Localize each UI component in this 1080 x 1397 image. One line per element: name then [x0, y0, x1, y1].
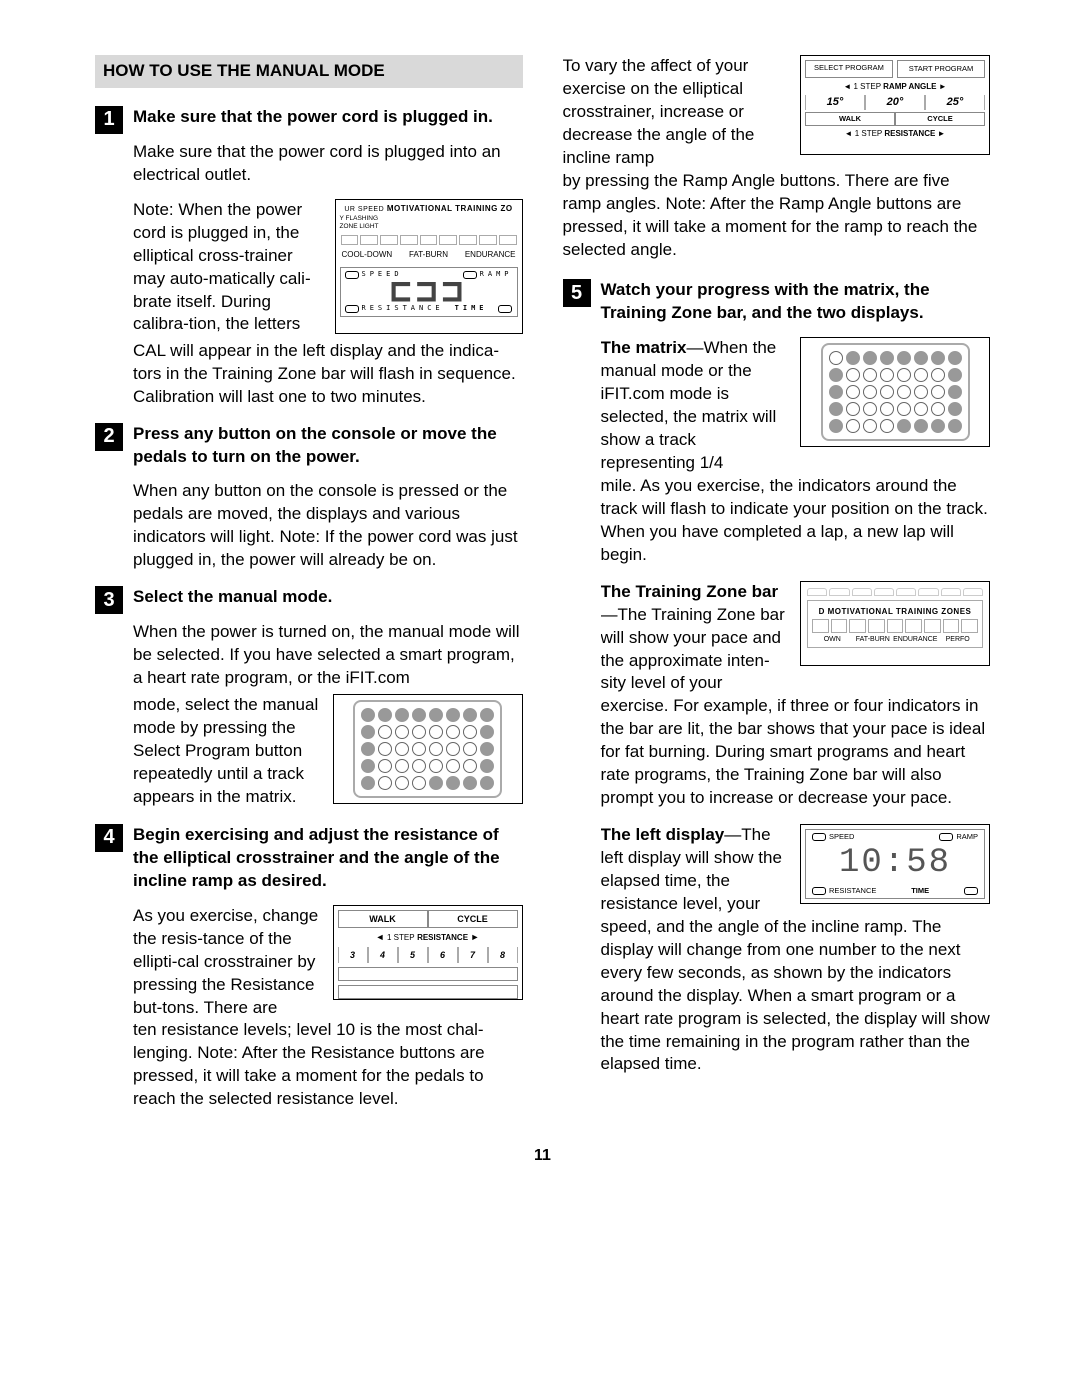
left-column: HOW TO USE THE MANUAL MODE 1 Make sure t… — [95, 55, 523, 1125]
step-1-note: Note: When the power cord is plugged in,… — [133, 200, 311, 334]
step-3: 3 Select the manual mode. When the power… — [95, 586, 523, 810]
matrix-label: The matrix — [601, 338, 687, 357]
step-number: 4 — [95, 824, 123, 852]
step-4b-text-cont: by pressing the Ramp Angle buttons. Ther… — [563, 171, 978, 259]
step-1-note-cont: CAL will appear in the left display and … — [133, 341, 516, 406]
step-1-text: Make sure that the power cord is plugged… — [133, 141, 523, 187]
step-2: 2 Press any button on the console or mov… — [95, 423, 523, 573]
matrix-figure-2 — [800, 337, 990, 447]
step-2-text: When any button on the console is presse… — [133, 480, 523, 572]
tz-text-cont: exercise. For example, if three or four … — [601, 696, 986, 807]
step-number: 1 — [95, 106, 123, 134]
left-display-figure: SPEEDRAMP 10:58 RESISTANCETIME — [800, 824, 990, 904]
ld-text-cont: display will change from one number to t… — [601, 940, 990, 1074]
tz-text: —The Training Zone bar will show your pa… — [601, 605, 785, 693]
step-number: 2 — [95, 423, 123, 451]
ramp-angle-figure: SELECT PROGRAMSTART PROGRAM ◄ 1 STEP RAM… — [800, 55, 990, 155]
resistance-figure: WALKCYCLE ◄ 1 STEP RESISTANCE ► 345678 — [333, 905, 523, 1000]
step-4b-text: To vary the affect of your exercise on t… — [563, 56, 755, 167]
section-title: HOW TO USE THE MANUAL MODE — [95, 55, 523, 88]
matrix-figure — [333, 694, 523, 804]
step-5-title: Watch your progress with the matrix, the… — [601, 279, 991, 325]
step-number: 5 — [563, 279, 591, 307]
step-1: 1 Make sure that the power cord is plugg… — [95, 106, 523, 409]
step-3-title: Select the manual mode. — [133, 586, 523, 609]
step-4-text: As you exercise, change the resis-tance … — [133, 906, 318, 1017]
cal-display-figure: UR SPEED MOTIVATIONAL TRAINING ZO Y FLAS… — [335, 199, 523, 334]
matrix-text: When the manual mode or the iFIT.com mod… — [601, 338, 777, 472]
step-4-text-cont: ten resistance levels; level 10 is the m… — [133, 1020, 485, 1108]
step-number: 3 — [95, 586, 123, 614]
matrix-text-cont: mile. As you exercise, the indicators ar… — [601, 476, 988, 564]
right-column: SELECT PROGRAMSTART PROGRAM ◄ 1 STEP RAM… — [563, 55, 991, 1125]
step-1-title: Make sure that the power cord is plugged… — [133, 106, 523, 129]
step-3-text-cont: mode, select the manual mode by pressing… — [133, 695, 318, 806]
page-number: 11 — [95, 1145, 990, 1167]
step-3-text: When the power is turned on, the manual … — [133, 621, 523, 690]
ld-label: The left display — [601, 825, 725, 844]
step-5: 5 Watch your progress with the matrix, t… — [563, 279, 991, 1076]
training-zone-figure: D MOTIVATIONAL TRAINING ZONES OWNFAT-BUR… — [800, 581, 990, 666]
step-2-title: Press any button on the console or move … — [133, 423, 523, 469]
tz-label: The Training Zone bar — [601, 582, 779, 601]
step-4: 4 Begin exercising and adjust the resist… — [95, 824, 523, 1111]
step-4-title: Begin exercising and adjust the resistan… — [133, 824, 523, 893]
